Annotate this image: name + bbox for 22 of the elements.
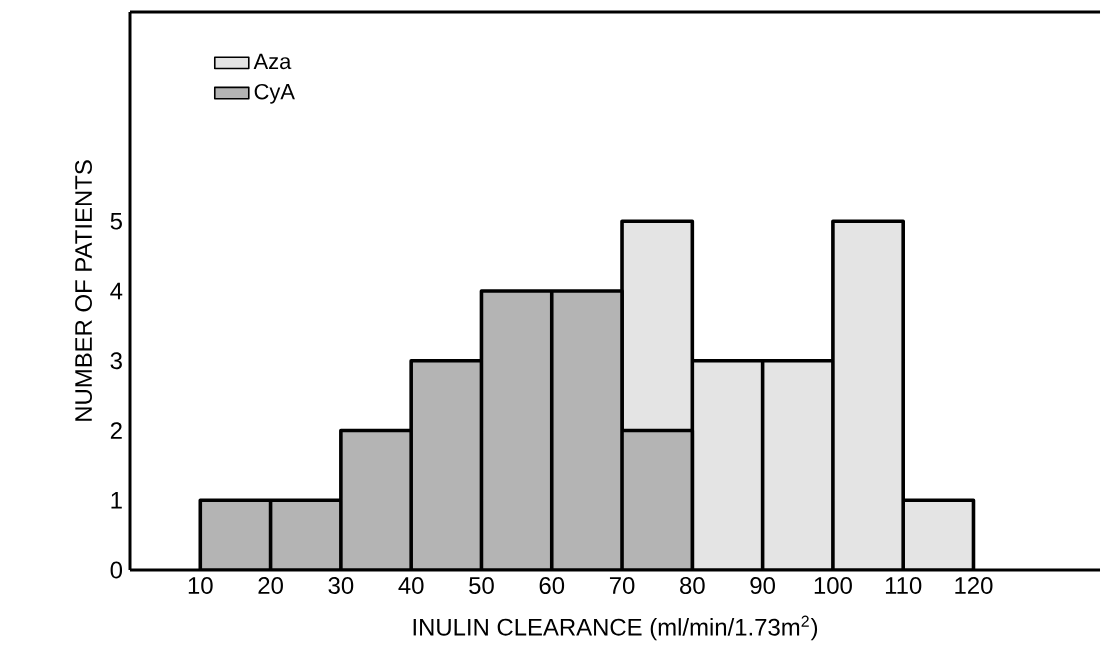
x-tick-label: 70 — [609, 577, 635, 594]
x-tick-label: 90 — [750, 577, 775, 594]
y-tick-label: 4 — [110, 282, 123, 300]
y-tick-label: 2 — [110, 422, 122, 439]
x-tick-label: 110 — [885, 577, 922, 594]
x-tick-label: 30 — [328, 577, 354, 594]
legend-label: CyA — [254, 83, 295, 104]
y-tick-label: 1 — [111, 492, 122, 509]
y-tick-label: 5 — [110, 212, 122, 230]
x-tick-label: 120 — [955, 577, 993, 594]
x-tick-label: 60 — [539, 577, 565, 594]
y-tick-label: 0 — [110, 561, 123, 579]
y-axis-title: NUMBER OF PATIENTS — [75, 160, 92, 421]
x-tick-label: 40 — [398, 577, 424, 594]
x-tick-label: 50 — [469, 577, 494, 594]
x-axis-title: INULIN CLEARANCE (ml/min/1.73m$^{2}$) — [413, 615, 818, 641]
x-tick-label: 20 — [258, 577, 283, 594]
x-tick-label: 80 — [680, 577, 705, 594]
x-tick-label: 100 — [814, 577, 852, 594]
legend-label: Aza — [253, 53, 292, 70]
y-tick-label: 3 — [110, 352, 122, 370]
x-tick-label: 10 — [188, 577, 213, 594]
